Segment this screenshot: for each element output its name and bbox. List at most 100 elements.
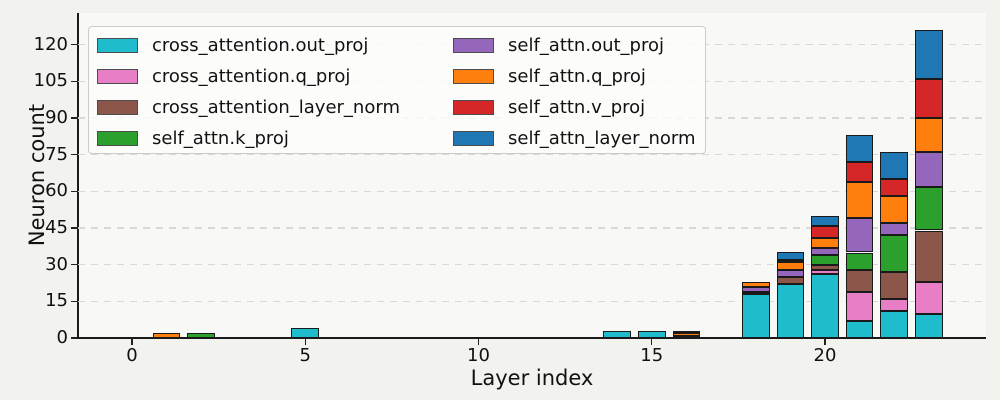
bar-segment-self_attn.k_proj-layer-21[interactable] bbox=[845, 252, 874, 270]
y-tick-label-120: 120 bbox=[33, 33, 68, 55]
y-tick-90 bbox=[71, 117, 77, 119]
y-axis-spine bbox=[77, 13, 79, 338]
bar-segment-self_attn_layer_norm-layer-21[interactable] bbox=[845, 135, 874, 163]
legend-label-self_attn.k_proj: self_attn.k_proj bbox=[152, 128, 289, 149]
bar-segment-cross_attention.out_proj-layer-23[interactable] bbox=[915, 313, 943, 338]
bar-segment-self_attn.v_proj-layer-22[interactable] bbox=[880, 179, 909, 197]
bar-segment-cross_attention.q_proj-layer-20[interactable] bbox=[811, 269, 839, 275]
x-tick-label-5: 5 bbox=[299, 345, 311, 366]
legend-item-self_attn.k_proj[interactable]: self_attn.k_proj bbox=[97, 123, 453, 154]
bar-segment-self_attn.out_proj-layer-18[interactable] bbox=[741, 286, 770, 292]
bar-segment-cross_attention.out_proj-layer-15[interactable] bbox=[637, 330, 666, 338]
bar-segment-self_attn.v_proj-layer-23[interactable] bbox=[915, 78, 943, 119]
bar-segment-self_attn.k_proj-layer-22[interactable] bbox=[880, 235, 909, 273]
legend-item-cross_attention.q_proj[interactable]: cross_attention.q_proj bbox=[97, 61, 453, 92]
x-tick-15 bbox=[651, 338, 653, 345]
bar-segment-cross_attention.out_proj-layer-5[interactable] bbox=[291, 328, 320, 338]
bar-segment-cross_attention.out_proj-layer-20[interactable] bbox=[811, 274, 839, 338]
y-tick-label-60: 60 bbox=[45, 180, 68, 202]
x-tick-5 bbox=[304, 338, 306, 345]
x-tick-label-0: 0 bbox=[126, 345, 138, 366]
bar-segment-self_attn.out_proj-layer-19[interactable] bbox=[776, 269, 805, 277]
bar-segment-self_attn_layer_norm-layer-22[interactable] bbox=[880, 152, 909, 180]
bar-segment-self_attn.k_proj-layer-20[interactable] bbox=[811, 254, 839, 265]
bar-segment-self_attn_layer_norm-layer-19[interactable] bbox=[776, 252, 805, 260]
bar-segment-self_attn.q_proj-layer-1[interactable] bbox=[152, 333, 181, 338]
bar-segment-cross_attention.out_proj-layer-21[interactable] bbox=[845, 320, 874, 338]
bar-segment-cross_attention_layer_norm-layer-21[interactable] bbox=[845, 269, 874, 292]
y-tick-45 bbox=[71, 227, 77, 229]
bar-segment-self_attn.k_proj-layer-23[interactable] bbox=[915, 186, 943, 231]
bar-segment-cross_attention.out_proj-layer-14[interactable] bbox=[603, 330, 631, 338]
bar-segment-cross_attention.out_proj-layer-22[interactable] bbox=[880, 311, 909, 338]
bar-segment-self_attn.out_proj-layer-23[interactable] bbox=[915, 152, 943, 187]
bar-segment-cross_attention.q_proj-layer-22[interactable] bbox=[880, 298, 909, 312]
gridline-y-15 bbox=[78, 300, 986, 303]
legend-label-cross_attention.out_proj: cross_attention.out_proj bbox=[152, 35, 369, 56]
x-axis-label: Layer index bbox=[470, 366, 594, 390]
y-tick-75 bbox=[71, 154, 77, 156]
y-tick-label-45: 45 bbox=[45, 217, 68, 239]
bar-segment-cross_attention_layer_norm-layer-20[interactable] bbox=[811, 264, 839, 270]
legend-swatch-cross_attention.out_proj bbox=[97, 38, 138, 53]
bar-segment-self_attn.q_proj-layer-16[interactable] bbox=[672, 333, 701, 336]
legend-swatch-self_attn.q_proj bbox=[453, 69, 494, 84]
y-tick-label-0: 0 bbox=[56, 327, 68, 348]
gridline-y-60 bbox=[78, 190, 986, 193]
bar-segment-self_attn.out_proj-layer-22[interactable] bbox=[880, 223, 909, 236]
x-tick-label-20: 20 bbox=[813, 345, 837, 366]
bar-segment-self_attn.k_proj-layer-2[interactable] bbox=[187, 333, 216, 338]
bar-segment-self_attn.q_proj-layer-21[interactable] bbox=[845, 181, 874, 219]
legend-swatch-self_attn.v_proj bbox=[453, 100, 494, 115]
bar-segment-cross_attention.out_proj-layer-19[interactable] bbox=[776, 284, 805, 338]
bar-segment-self_attn.q_proj-layer-22[interactable] bbox=[880, 196, 909, 224]
bar-segment-cross_attention.out_proj-layer-18[interactable] bbox=[741, 294, 770, 338]
y-tick-label-30: 30 bbox=[45, 253, 68, 275]
legend-item-self_attn.q_proj[interactable]: self_attn.q_proj bbox=[453, 61, 705, 92]
bar-segment-self_attn.q_proj-layer-23[interactable] bbox=[915, 118, 943, 153]
bar-segment-self_attn.v_proj-layer-21[interactable] bbox=[845, 162, 874, 182]
bar-segment-self_attn.out_proj-layer-21[interactable] bbox=[845, 218, 874, 253]
bar-segment-cross_attention_layer_norm-layer-19[interactable] bbox=[776, 276, 805, 285]
bar-segment-self_attn_layer_norm-layer-20[interactable] bbox=[811, 215, 839, 226]
bar-segment-cross_attention.q_proj-layer-21[interactable] bbox=[845, 291, 874, 321]
bar-segment-self_attn.v_proj-layer-19[interactable] bbox=[776, 259, 805, 263]
bar-segment-self_attn.q_proj-layer-19[interactable] bbox=[776, 262, 805, 270]
bar-segment-self_attn.v_proj-layer-16[interactable] bbox=[672, 330, 701, 334]
y-tick-label-90: 90 bbox=[45, 107, 68, 129]
legend-item-cross_attention_layer_norm[interactable]: cross_attention_layer_norm bbox=[97, 92, 453, 123]
bar-segment-cross_attention_layer_norm-layer-23[interactable] bbox=[915, 230, 943, 282]
x-tick-20 bbox=[824, 338, 826, 345]
y-axis-label: Neuron count bbox=[25, 103, 49, 247]
legend-label-self_attn.q_proj: self_attn.q_proj bbox=[508, 66, 646, 87]
bar-segment-self_attn.k_proj-layer-16[interactable] bbox=[672, 335, 701, 338]
legend-label-cross_attention.q_proj: cross_attention.q_proj bbox=[152, 66, 351, 87]
legend-swatch-self_attn.k_proj bbox=[97, 131, 138, 146]
legend-swatch-self_attn_layer_norm bbox=[453, 131, 494, 146]
gridline-y-75 bbox=[78, 154, 986, 156]
y-tick-60 bbox=[71, 190, 77, 193]
bar-segment-self_attn.q_proj-layer-20[interactable] bbox=[811, 237, 839, 248]
legend-swatch-cross_attention_layer_norm bbox=[97, 100, 138, 115]
bar-segment-self_attn.k_proj-layer-18[interactable] bbox=[741, 291, 770, 295]
y-tick-15 bbox=[71, 300, 77, 303]
y-tick-label-15: 15 bbox=[45, 290, 68, 312]
y-tick-105 bbox=[71, 80, 77, 83]
legend-item-self_attn_layer_norm[interactable]: self_attn_layer_norm bbox=[453, 123, 705, 154]
bar-segment-cross_attention_layer_norm-layer-22[interactable] bbox=[880, 272, 909, 299]
bar-segment-self_attn.q_proj-layer-18[interactable] bbox=[741, 281, 770, 287]
bar-segment-cross_attention.q_proj-layer-23[interactable] bbox=[915, 281, 943, 314]
y-tick-label-105: 105 bbox=[33, 70, 68, 92]
x-axis-spine bbox=[77, 337, 986, 339]
bar-segment-self_attn.out_proj-layer-20[interactable] bbox=[811, 247, 839, 255]
bar-segment-self_attn_layer_norm-layer-23[interactable] bbox=[915, 30, 943, 79]
legend-swatch-cross_attention.q_proj bbox=[97, 69, 138, 84]
legend-item-cross_attention.out_proj[interactable]: cross_attention.out_proj bbox=[97, 30, 453, 61]
y-tick-0 bbox=[71, 337, 77, 339]
legend-item-self_attn.out_proj[interactable]: self_attn.out_proj bbox=[453, 30, 705, 61]
bar-segment-self_attn.v_proj-layer-20[interactable] bbox=[811, 225, 839, 238]
y-tick-label-75: 75 bbox=[45, 143, 68, 165]
x-tick-label-10: 10 bbox=[467, 345, 490, 366]
legend-item-self_attn.v_proj[interactable]: self_attn.v_proj bbox=[453, 92, 705, 123]
